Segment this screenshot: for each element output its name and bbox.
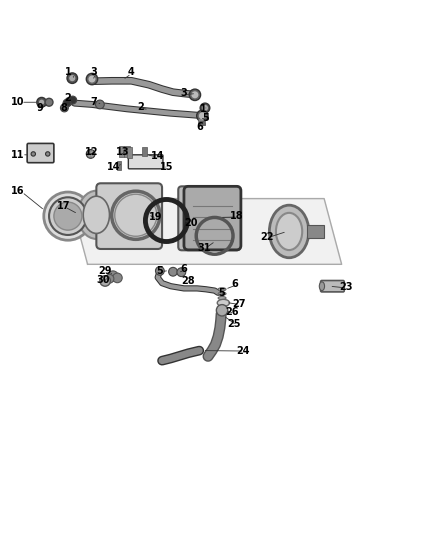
- Text: 8: 8: [60, 103, 67, 113]
- Bar: [124, 146, 130, 157]
- Ellipse shape: [83, 196, 110, 233]
- Text: 14: 14: [151, 151, 164, 161]
- Text: 6: 6: [180, 264, 187, 273]
- Circle shape: [88, 76, 95, 83]
- FancyBboxPatch shape: [184, 187, 241, 250]
- Ellipse shape: [218, 288, 226, 291]
- Ellipse shape: [78, 191, 115, 239]
- Circle shape: [45, 98, 53, 106]
- Circle shape: [69, 75, 75, 81]
- Text: 6: 6: [231, 279, 238, 289]
- Text: 6: 6: [196, 122, 203, 132]
- Polygon shape: [70, 199, 342, 264]
- Circle shape: [60, 104, 68, 112]
- Circle shape: [86, 74, 98, 85]
- Circle shape: [63, 99, 71, 107]
- Text: 24: 24: [237, 345, 250, 356]
- Circle shape: [86, 150, 95, 158]
- Text: 17: 17: [57, 201, 70, 211]
- FancyBboxPatch shape: [96, 183, 162, 249]
- Text: 12: 12: [85, 147, 99, 157]
- Text: 5: 5: [202, 114, 209, 124]
- Circle shape: [49, 197, 87, 235]
- Text: 18: 18: [230, 211, 244, 221]
- Text: 3: 3: [91, 67, 98, 77]
- Text: 2: 2: [64, 93, 71, 103]
- Text: 5: 5: [156, 266, 163, 276]
- Text: 25: 25: [228, 319, 241, 329]
- Circle shape: [177, 268, 186, 277]
- Circle shape: [169, 268, 177, 276]
- Text: 3: 3: [180, 88, 187, 99]
- Circle shape: [155, 266, 164, 275]
- Text: 4: 4: [128, 67, 135, 77]
- Text: 29: 29: [99, 266, 112, 276]
- Circle shape: [100, 276, 110, 286]
- Circle shape: [197, 110, 208, 122]
- Circle shape: [37, 98, 46, 107]
- Text: 7: 7: [91, 97, 98, 107]
- Ellipse shape: [217, 300, 230, 306]
- Text: 2: 2: [137, 102, 144, 111]
- Text: 31: 31: [197, 243, 210, 253]
- Circle shape: [54, 202, 82, 230]
- FancyBboxPatch shape: [178, 187, 240, 251]
- Text: 28: 28: [181, 276, 195, 286]
- Circle shape: [95, 100, 104, 109]
- Text: 14: 14: [107, 161, 120, 172]
- Text: 30: 30: [96, 274, 110, 285]
- FancyBboxPatch shape: [321, 280, 344, 292]
- Ellipse shape: [319, 282, 325, 290]
- Text: 20: 20: [184, 217, 197, 228]
- Ellipse shape: [218, 296, 226, 300]
- Ellipse shape: [269, 205, 309, 258]
- Bar: [127, 147, 132, 158]
- Circle shape: [67, 73, 78, 84]
- Circle shape: [31, 152, 35, 156]
- Bar: [198, 122, 205, 125]
- Circle shape: [191, 91, 198, 98]
- Text: 1: 1: [64, 67, 71, 77]
- Text: 26: 26: [226, 308, 239, 318]
- Circle shape: [39, 100, 44, 105]
- Bar: [142, 147, 147, 156]
- Bar: [307, 225, 324, 238]
- Circle shape: [216, 304, 228, 316]
- Circle shape: [44, 192, 92, 240]
- Ellipse shape: [276, 213, 302, 250]
- FancyBboxPatch shape: [27, 143, 54, 163]
- Ellipse shape: [218, 292, 226, 295]
- Circle shape: [202, 105, 208, 111]
- Circle shape: [46, 152, 50, 156]
- Text: 11: 11: [11, 150, 24, 160]
- Circle shape: [199, 112, 206, 119]
- Text: 1: 1: [200, 104, 207, 114]
- Bar: [117, 161, 121, 170]
- Circle shape: [65, 98, 73, 106]
- Bar: [198, 118, 205, 121]
- Text: 23: 23: [339, 282, 353, 292]
- Circle shape: [108, 271, 118, 281]
- Bar: [119, 146, 124, 157]
- Circle shape: [105, 274, 114, 283]
- Circle shape: [189, 89, 201, 101]
- Circle shape: [113, 273, 122, 282]
- FancyBboxPatch shape: [128, 155, 163, 169]
- Text: 15: 15: [160, 161, 173, 172]
- Text: 9: 9: [36, 103, 43, 113]
- Text: 19: 19: [149, 213, 162, 222]
- Circle shape: [200, 103, 210, 113]
- Text: 27: 27: [232, 298, 245, 309]
- Text: 5: 5: [218, 288, 225, 298]
- Text: 22: 22: [261, 232, 274, 242]
- Text: 10: 10: [11, 97, 24, 107]
- Text: 13: 13: [116, 147, 129, 157]
- Circle shape: [69, 96, 77, 104]
- Text: 16: 16: [11, 186, 24, 196]
